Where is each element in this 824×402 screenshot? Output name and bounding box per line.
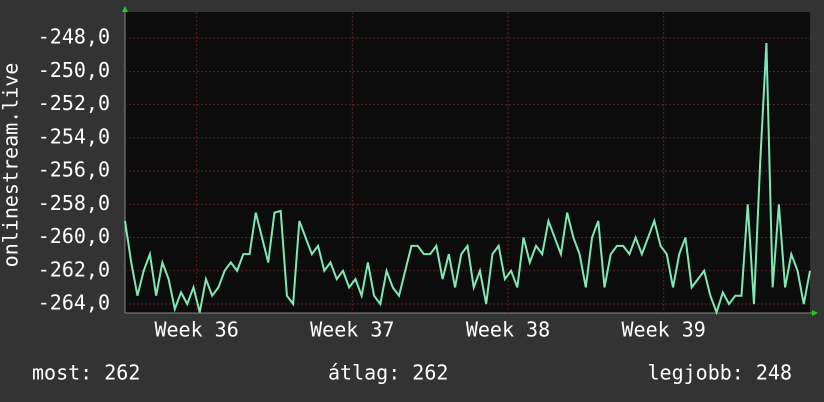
x-tick-label: Week 36 [154,318,238,342]
axis-arrow [812,310,818,316]
y-tick-label: -258,0 [38,191,110,215]
y-tick-label: -262,0 [38,257,110,281]
footer-avg: átlag: 262 [328,361,448,385]
y-tick-label: -260,0 [38,224,110,248]
y-tick-label: -252,0 [38,91,110,115]
axis-arrow [122,6,128,12]
y-tick-label: -254,0 [38,124,110,148]
data-line [124,43,811,316]
footer-best: legjobb: 248 [648,361,793,385]
y-tick-label: -250,0 [38,58,110,82]
y-tick-label: -264,0 [38,291,110,315]
y-axis-label: onlinestream.live [0,63,23,268]
x-tick-label: Week 37 [310,318,394,342]
x-tick-label: Week 39 [622,318,706,342]
y-tick-label: -256,0 [38,158,110,182]
footer-now: most: 262 [32,361,140,385]
y-tick-label: -248,0 [38,25,110,49]
x-tick-label: Week 38 [466,318,550,342]
